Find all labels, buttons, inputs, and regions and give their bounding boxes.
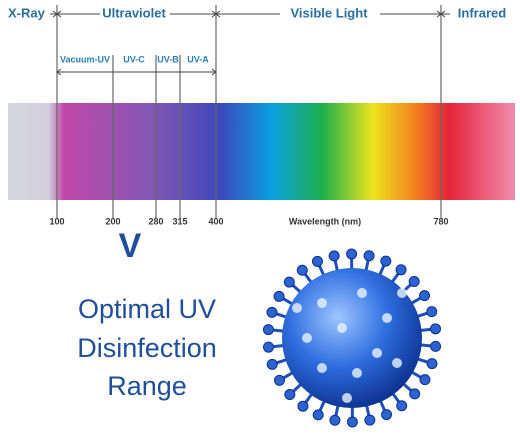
region-label: X-Ray xyxy=(8,5,46,20)
spike-head xyxy=(382,410,392,420)
spike-head xyxy=(430,324,440,334)
spike-head xyxy=(274,291,284,301)
virus-illustration xyxy=(263,249,440,427)
spike-head xyxy=(329,251,339,261)
band-label: UV-B xyxy=(157,54,179,64)
spike-head xyxy=(365,415,375,425)
region-label: Infrared xyxy=(458,5,506,20)
spike-head xyxy=(410,389,420,399)
band-label: Vacuum-UV xyxy=(60,54,110,64)
spectrum-bar xyxy=(8,103,515,200)
virus-spot xyxy=(372,348,382,358)
tick-label: 100 xyxy=(49,216,64,226)
spike-head xyxy=(312,256,322,266)
tick-label: 315 xyxy=(172,216,187,226)
tick-label: 400 xyxy=(208,216,223,226)
spike-head xyxy=(267,359,277,369)
spike-head xyxy=(267,307,277,317)
spike-head xyxy=(381,256,391,266)
region-label: Ultraviolet xyxy=(102,5,166,20)
tick-label: 280 xyxy=(148,216,163,226)
spike-head xyxy=(330,415,340,425)
virus-spot xyxy=(392,358,402,368)
spike-head xyxy=(409,276,419,286)
marker: V xyxy=(119,227,142,265)
axis-label: Wavelength (nm) xyxy=(289,216,361,226)
virus-spot xyxy=(357,288,367,298)
spike-head xyxy=(264,342,274,352)
spike-head xyxy=(347,249,357,259)
spike-head xyxy=(313,410,323,420)
virus-spot xyxy=(302,333,312,343)
tick-label: 200 xyxy=(105,216,120,226)
caption-line: Disinfection xyxy=(77,333,217,363)
spike-head xyxy=(397,401,407,411)
arrows xyxy=(50,11,450,75)
virus-spot xyxy=(337,323,347,333)
spike-head xyxy=(431,341,441,351)
virus-spot xyxy=(352,368,362,378)
band-label: UV-A xyxy=(187,54,209,64)
virus-spot xyxy=(317,298,327,308)
region-label: Visible Light xyxy=(290,5,368,20)
spike-head xyxy=(420,291,430,301)
virus-spot xyxy=(317,363,327,373)
tick-label: 780 xyxy=(433,216,448,226)
caption-line: Range xyxy=(107,371,187,401)
spike-head xyxy=(364,251,374,261)
spike-head xyxy=(420,375,430,385)
virus-spot xyxy=(292,303,302,313)
virus-spot xyxy=(382,313,392,323)
spike-head xyxy=(297,265,307,275)
spike-head xyxy=(263,325,273,335)
virus-spot xyxy=(342,393,352,403)
spike-head xyxy=(285,390,295,400)
spike-head xyxy=(284,277,294,287)
spike-head xyxy=(274,375,284,385)
spike-head xyxy=(298,401,308,411)
band-label: UV-C xyxy=(123,54,145,64)
spike-head xyxy=(427,307,437,317)
spike-head xyxy=(347,417,357,427)
spike-head xyxy=(396,265,406,275)
caption-line: Optimal UV xyxy=(78,294,216,324)
spike-head xyxy=(427,359,437,369)
virus-spot xyxy=(397,288,407,298)
